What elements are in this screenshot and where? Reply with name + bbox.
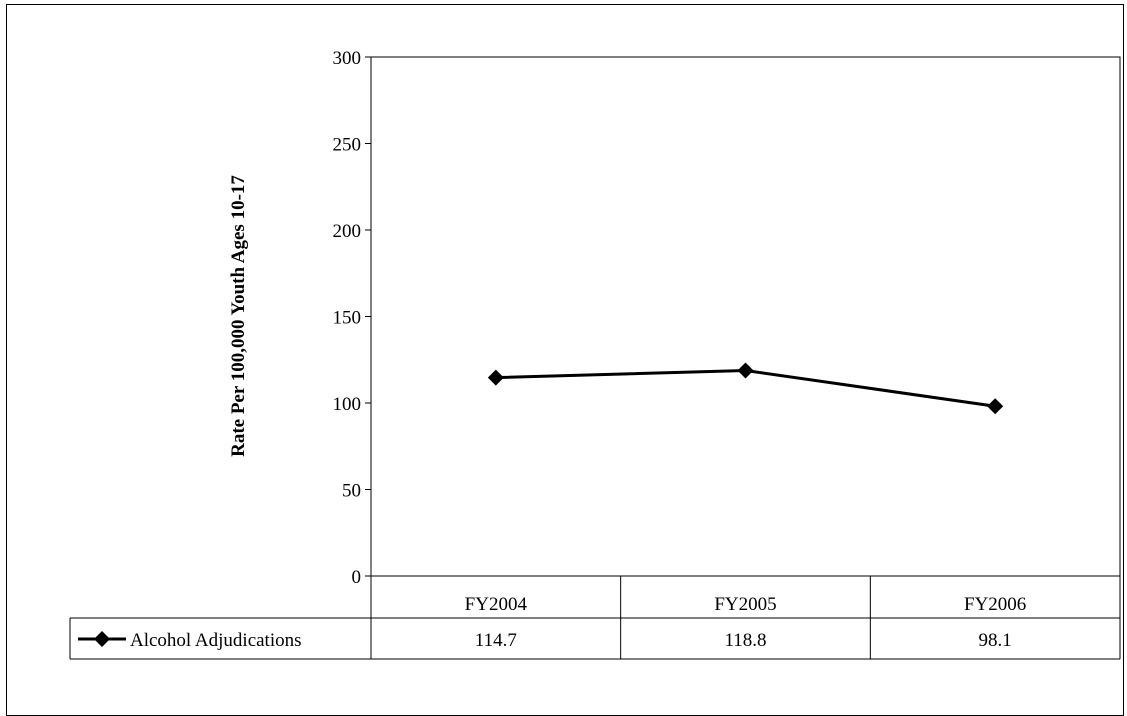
- y-tick-label: 100: [333, 394, 362, 415]
- y-axis-title: Rate Per 100,000 Youth Ages 10-17: [228, 175, 249, 457]
- data-table-value: 114.7: [475, 630, 517, 651]
- y-tick-label: 150: [333, 308, 362, 329]
- y-tick-label: 250: [333, 135, 362, 156]
- y-tick-label: 50: [342, 481, 361, 502]
- legend-marker-icon: [94, 631, 110, 647]
- y-tick-label: 200: [333, 221, 362, 242]
- data-point-marker: [487, 369, 504, 386]
- data-point-marker: [737, 362, 754, 379]
- x-category-label: FY2005: [714, 594, 776, 615]
- data-point-marker: [987, 398, 1004, 415]
- x-category-label: FY2006: [964, 594, 1026, 615]
- x-category-label: FY2004: [465, 594, 528, 615]
- data-table-value: 118.8: [724, 630, 766, 651]
- plot-border: [370, 56, 1121, 577]
- y-tick-label: 0: [352, 567, 362, 588]
- data-table: FY2004 FY2005 FY2006 Alcohol Adjudications 1…: [69, 576, 1121, 660]
- plot-area: 0 50 100 150 200 250 300: [333, 48, 1121, 588]
- y-tick-label: 300: [333, 48, 362, 69]
- legend-series-name: Alcohol Adjudications: [130, 630, 302, 651]
- data-table-value: 98.1: [979, 630, 1012, 651]
